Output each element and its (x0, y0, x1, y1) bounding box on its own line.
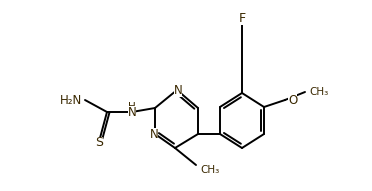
Text: N: N (128, 105, 137, 118)
Text: CH₃: CH₃ (200, 165, 219, 175)
Text: H₂N: H₂N (60, 94, 82, 107)
Text: F: F (238, 11, 246, 24)
Text: S: S (95, 137, 103, 150)
Text: O: O (288, 94, 297, 107)
Text: CH₃: CH₃ (309, 87, 328, 97)
Text: H: H (128, 102, 136, 112)
Text: N: N (174, 83, 182, 96)
Text: N: N (150, 128, 158, 141)
